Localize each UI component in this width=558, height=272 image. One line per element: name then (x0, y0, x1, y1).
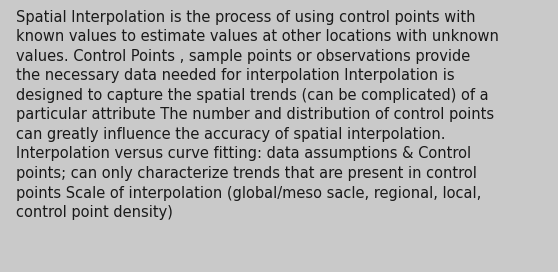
Text: Spatial Interpolation is the process of using control points with
known values t: Spatial Interpolation is the process of … (16, 10, 498, 220)
